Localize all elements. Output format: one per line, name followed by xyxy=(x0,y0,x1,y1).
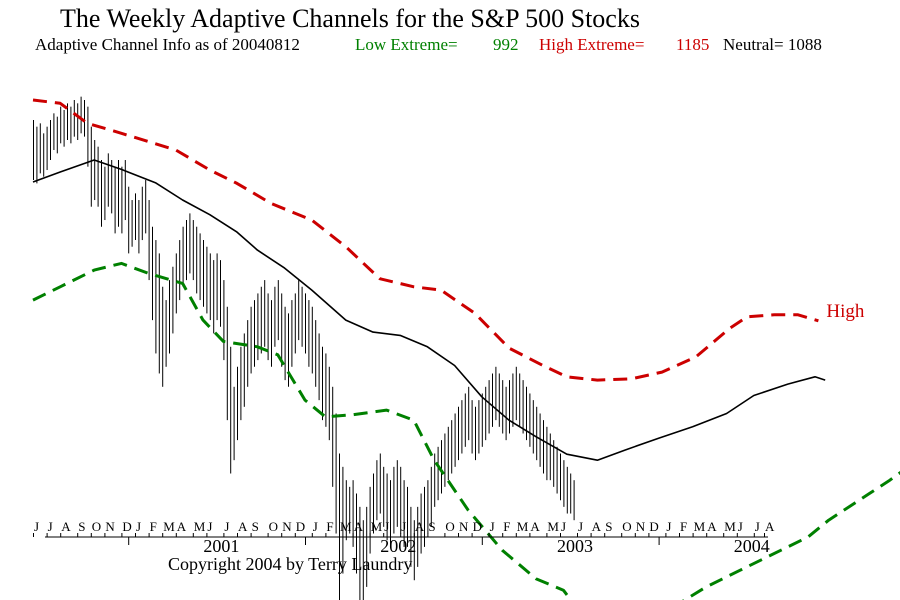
month-label: D xyxy=(296,519,305,534)
month-label: J xyxy=(313,519,318,534)
neutral-value: Neutral= 1088 xyxy=(723,35,822,54)
series-labels: HighLow xyxy=(826,301,865,322)
month-label: A xyxy=(177,519,187,534)
low-channel-line xyxy=(32,261,900,600)
month-label: A xyxy=(354,519,364,534)
copyright: Copyright 2004 by Terry Laundry xyxy=(168,554,413,574)
month-label: S xyxy=(78,519,85,534)
month-label: M xyxy=(194,519,206,534)
month-label: A xyxy=(238,519,248,534)
month-label: M xyxy=(694,519,706,534)
month-label: A xyxy=(530,519,540,534)
month-label: F xyxy=(680,519,687,534)
month-label: D xyxy=(473,519,482,534)
month-label: J xyxy=(207,519,212,534)
month-label: J xyxy=(755,519,760,534)
month-label: N xyxy=(282,519,292,534)
month-label: M xyxy=(340,519,352,534)
month-label: O xyxy=(269,519,278,534)
high-label: High xyxy=(826,301,865,322)
price-bars xyxy=(33,96,575,600)
month-label: D xyxy=(649,519,658,534)
year-label: 2001 xyxy=(203,536,239,556)
chart-title: The Weekly Adaptive Channels for the S&P… xyxy=(60,4,640,33)
month-label: D xyxy=(122,519,131,534)
month-label: J xyxy=(578,519,583,534)
channel-lines xyxy=(32,98,900,600)
month-label: F xyxy=(503,519,510,534)
month-label: M xyxy=(163,519,175,534)
year-label: 2002 xyxy=(380,536,416,556)
month-label: M xyxy=(547,519,559,534)
channel-info-date: Adaptive Channel Info as of 20040812 xyxy=(35,35,300,54)
month-label: S xyxy=(428,519,435,534)
month-label: J xyxy=(224,519,229,534)
month-label: S xyxy=(252,519,259,534)
month-label: J xyxy=(136,519,141,534)
month-label: J xyxy=(34,519,39,534)
month-label: N xyxy=(636,519,646,534)
month-label: O xyxy=(445,519,454,534)
month-label: M xyxy=(724,519,736,534)
month-label: A xyxy=(765,519,775,534)
month-label: J xyxy=(561,519,566,534)
low-extreme-value: 992 xyxy=(493,35,519,54)
month-label: O xyxy=(92,519,101,534)
month-label: F xyxy=(150,519,157,534)
low-extreme-label: Low Extreme= xyxy=(355,35,458,54)
high-channel-line xyxy=(32,98,819,382)
neutral-channel-line xyxy=(32,159,826,462)
month-label: O xyxy=(622,519,631,534)
month-label: J xyxy=(490,519,495,534)
month-label: J xyxy=(48,519,53,534)
month-label: J xyxy=(666,519,671,534)
month-label: M xyxy=(371,519,383,534)
month-label: J xyxy=(401,519,406,534)
month-label: J xyxy=(384,519,389,534)
high-extreme-value: 1185 xyxy=(676,35,710,54)
month-label: N xyxy=(459,519,469,534)
month-label: A xyxy=(707,519,717,534)
month-label: F xyxy=(326,519,333,534)
month-label: A xyxy=(61,519,71,534)
month-label: N xyxy=(105,519,115,534)
month-label: A xyxy=(415,519,425,534)
month-label: S xyxy=(605,519,612,534)
month-label: M xyxy=(517,519,529,534)
year-label: 2004 xyxy=(734,536,770,556)
month-label: J xyxy=(738,519,743,534)
year-label: 2003 xyxy=(557,536,593,556)
month-label: A xyxy=(592,519,602,534)
high-extreme-label: High Extreme= xyxy=(539,35,645,54)
